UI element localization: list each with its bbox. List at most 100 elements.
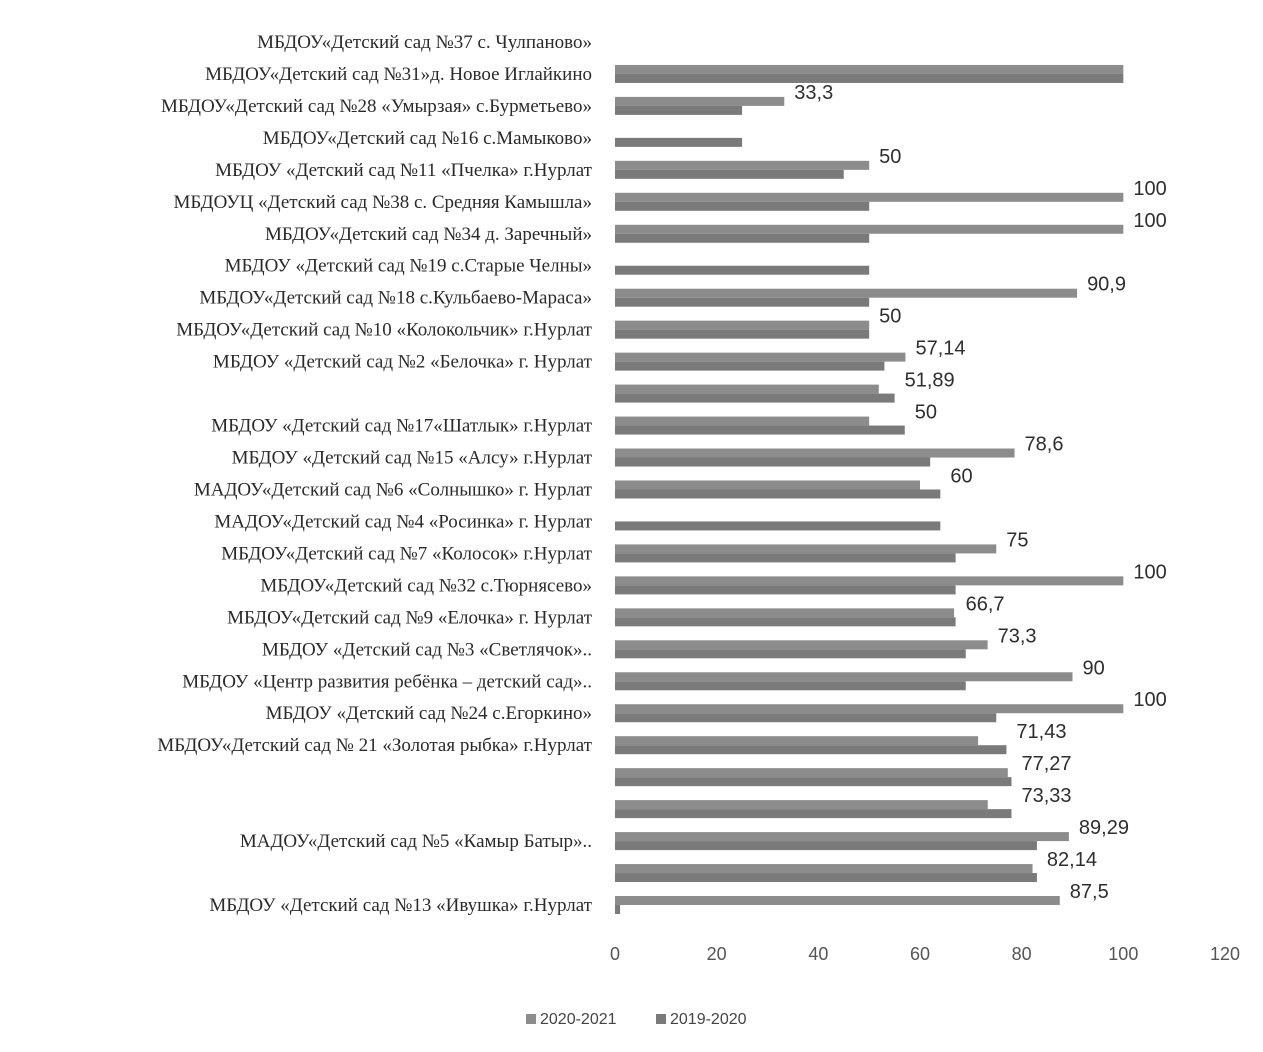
bar-2020-2021 (615, 448, 1015, 458)
legend: 2020-2021 2019-2020 (526, 1011, 747, 1028)
bar-2020-2021 (615, 800, 988, 810)
data-label: 60 (950, 465, 972, 487)
legend-swatch-2020-2021 (526, 1014, 536, 1024)
bar-2019-2020 (615, 233, 870, 243)
bar-2019-2020 (615, 73, 1124, 83)
bar-2020-2021 (615, 832, 1069, 842)
data-label: 100 (1133, 689, 1166, 711)
data-label: 50 (879, 146, 901, 168)
legend-label-2020-2021: 2020-2021 (540, 1011, 617, 1028)
category-label: МБДОУ «Детский сад №15 «Алсу» г.Нурлат (232, 448, 593, 469)
bar-2020-2021 (615, 192, 1124, 202)
bar-2020-2021 (615, 416, 870, 426)
bar-2020-2021 (615, 672, 1073, 682)
bar-2020-2021 (615, 160, 870, 170)
bar-2019-2020 (615, 393, 895, 403)
bar-2019-2020 (615, 745, 1007, 755)
x-tick-label: 120 (1210, 944, 1240, 964)
data-label: 90,9 (1087, 274, 1126, 296)
x-tick-label: 80 (1012, 944, 1032, 964)
bar-2019-2020 (615, 201, 870, 211)
category-label: МБДОУ«Детский сад № 21 «Золотая рыбка» г… (157, 735, 592, 756)
bar-2019-2020 (615, 905, 621, 915)
bar-2019-2020 (615, 425, 905, 435)
data-label: 73,33 (1022, 785, 1072, 807)
data-label: 50 (915, 402, 937, 424)
data-label: 73,3 (998, 625, 1037, 647)
bar-2019-2020 (615, 809, 1012, 819)
bar-2020-2021 (615, 64, 1124, 74)
bar-2020-2021 (615, 352, 906, 362)
bar-2019-2020 (615, 521, 941, 531)
bar-2020-2021 (615, 896, 1060, 906)
bar-2020-2021 (615, 608, 955, 618)
bar-2019-2020 (615, 265, 870, 275)
bar-2020-2021 (615, 544, 997, 554)
bar-2020-2021 (615, 224, 1124, 234)
legend-swatch-2019-2020 (656, 1014, 666, 1024)
bar-2020-2021 (615, 384, 879, 394)
category-label: МБДОУ«Детский сад №7 «Колосок» г.Нурлат (221, 543, 592, 564)
category-label: МАДОУ«Детский сад №5 «Камыр Батыр».. (240, 831, 592, 852)
x-tick-label: 0 (610, 944, 620, 964)
data-label: 90 (1083, 657, 1105, 679)
bar-2020-2021 (615, 576, 1124, 586)
category-label: МБДОУ«Детский сад №32 с.Тюрнясево» (260, 575, 592, 596)
category-label: МБДОУ«Детский сад №18 с.Кульбаево-Мараса… (199, 288, 592, 309)
category-label: МБДОУ «Центр развития ребёнка – детский … (182, 671, 592, 692)
bar-2020-2021 (615, 864, 1033, 874)
bars (615, 64, 1124, 915)
bar-2019-2020 (615, 361, 885, 371)
bar-2020-2021 (615, 640, 988, 650)
category-label: МБДОУ «Детский сад №11 «Пчелка» г.Нурлат (215, 160, 593, 181)
category-label: МБДОУ «Детский сад №2 «Белочка» г. Нурла… (213, 352, 593, 373)
category-label: МБДОУ «Детский сад №3 «Светлячок».. (262, 639, 592, 660)
category-labels: МБДОУ«Детский сад №37 с. Чулпаново» МБДОУ… (157, 32, 592, 916)
bar-2019-2020 (615, 585, 956, 595)
category-label: МАДОУ«Детский сад №4 «Росинка» г. Нурлат (214, 511, 592, 532)
data-label: 33,3 (794, 82, 833, 104)
category-label: МБДОУ«Детский сад №37 с. Чулпаново» (257, 32, 592, 53)
data-label: 51,89 (905, 370, 955, 392)
data-label: 71,43 (1016, 721, 1066, 743)
bar-2019-2020 (615, 713, 997, 723)
bar-2019-2020 (615, 105, 743, 115)
data-label: 100 (1133, 210, 1166, 232)
category-label: МБДОУ«Детский сад №34 д. Заречный» (265, 224, 592, 245)
bar-2019-2020 (615, 681, 966, 691)
data-label: 75 (1006, 529, 1028, 551)
data-label: 77,27 (1022, 753, 1072, 775)
bar-2019-2020 (615, 777, 1012, 787)
bar-2020-2021 (615, 320, 870, 330)
category-label: МБДОУ «Детский сад №13 «Ивушка» г.Нурлат (209, 895, 592, 916)
category-label: МБДОУ«Детский сад №28 «Умырзая» с.Бурмет… (161, 96, 592, 117)
data-label: 100 (1133, 178, 1166, 200)
bar-2019-2020 (615, 297, 870, 307)
data-label: 66,7 (966, 593, 1005, 615)
x-tick-label: 100 (1108, 944, 1138, 964)
value-labels: 33,3 50 100 100 90,9 50 57,14 51,89 50 78,6 60 75 10… (794, 82, 1166, 903)
category-label: МБДОУ«Детский сад №10 «Колокольчик» г.Ну… (176, 320, 592, 341)
category-label: МБДОУ «Детский сад №17«Шатлык» г.Нурлат (211, 416, 592, 437)
bar-2019-2020 (615, 873, 1037, 883)
bar-2019-2020 (615, 489, 941, 499)
bar-2020-2021 (615, 736, 979, 746)
category-label: МБДОУЦ «Детский сад №38 с. Средняя Камыш… (174, 192, 592, 213)
bar-2020-2021 (615, 288, 1078, 298)
x-tick-label: 60 (910, 944, 930, 964)
bar-2020-2021 (615, 480, 920, 490)
data-label: 100 (1133, 561, 1166, 583)
bar-2019-2020 (615, 553, 956, 563)
category-label: МБДОУ«Детский сад №31»д. Новое Иглайкино (205, 64, 592, 85)
bar-2019-2020 (615, 841, 1037, 851)
bar-2019-2020 (615, 329, 870, 339)
data-label: 50 (879, 306, 901, 328)
data-label: 87,5 (1070, 881, 1109, 903)
x-tick-label: 40 (808, 944, 828, 964)
bar-2019-2020 (615, 617, 956, 627)
bar-2019-2020 (615, 137, 743, 147)
bar-2020-2021 (615, 96, 785, 106)
category-label: МБДОУ «Детский сад №19 с.Старые Челны» (225, 256, 592, 277)
data-label: 82,14 (1047, 849, 1097, 871)
